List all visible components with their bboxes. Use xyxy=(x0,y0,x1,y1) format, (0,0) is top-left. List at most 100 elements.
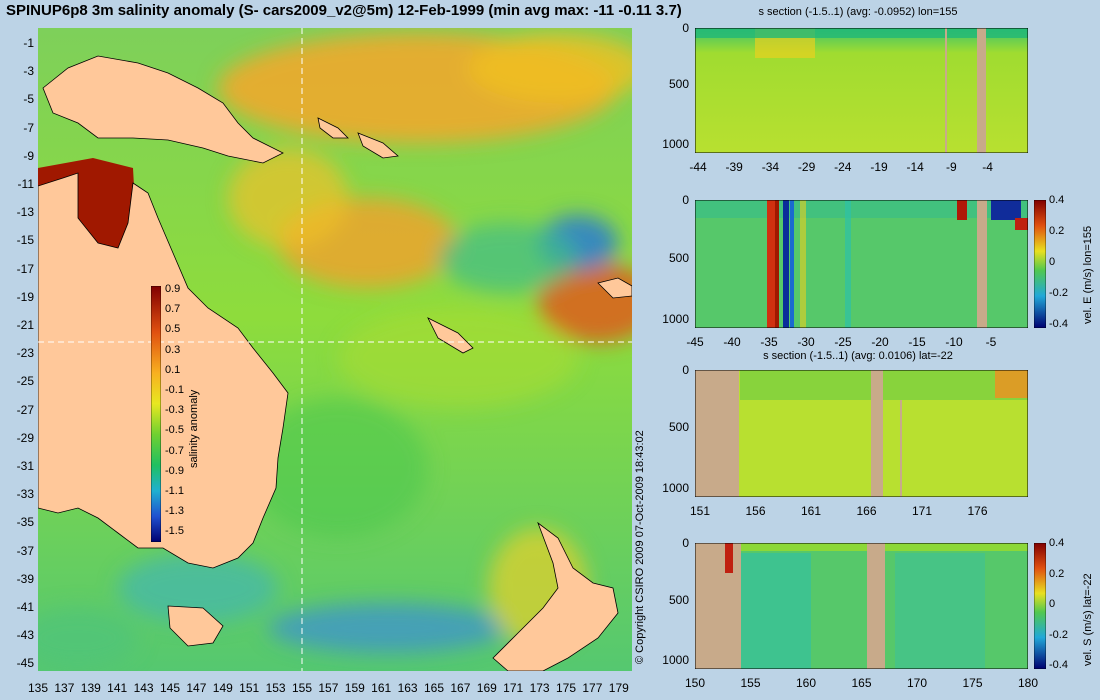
lat-tick-label: -15 xyxy=(16,233,34,248)
salinity-colorbar-tick: -0.3 xyxy=(165,404,184,417)
section-2-x-tick: -20 xyxy=(871,335,889,349)
section-2-x-tick: -45 xyxy=(686,335,704,349)
lon-tick-label: 151 xyxy=(239,681,260,695)
new-zealand xyxy=(492,521,619,671)
lat-tick-label: -43 xyxy=(16,628,34,643)
vel-s-colorbar xyxy=(1034,543,1046,669)
section-3-title: s section (-1.5..1) (avg: 0.0106) lat=-2… xyxy=(763,350,953,362)
section-1-y-tick: 500 xyxy=(668,77,689,92)
salinity-colorbar-label: salinity anomaly xyxy=(188,389,200,468)
section-2-y-tick: 500 xyxy=(668,250,689,265)
salinity-colorbar-tick: -0.9 xyxy=(165,464,184,477)
lon-tick-label: 157 xyxy=(318,681,339,695)
lon-tick-label: 153 xyxy=(265,681,286,695)
lon-tick-label: 149 xyxy=(212,681,233,695)
section-4-plot xyxy=(695,543,1028,669)
section-2-colorbar-tick: -0.2 xyxy=(1049,287,1068,299)
section-1-x-tick: -29 xyxy=(797,160,816,174)
section-2-colorbar-tick: -0.4 xyxy=(1049,318,1068,330)
anomaly-patches xyxy=(38,33,632,668)
salinity-colorbar-tick: 0.9 xyxy=(165,283,181,295)
lat-tick-label: -41 xyxy=(16,600,34,614)
section-2-x-tick: -35 xyxy=(760,335,778,349)
lat-tick-label: -11 xyxy=(17,177,34,191)
section-4-y-tick: 500 xyxy=(668,592,689,607)
section-2-x-tick: -15 xyxy=(908,335,926,349)
section-2-y-tick: 0 xyxy=(682,193,689,207)
lon-tick-label: 141 xyxy=(107,681,128,695)
salinity-colorbar-tick: 0.1 xyxy=(165,363,181,376)
section-1-x-tick: -19 xyxy=(870,160,888,174)
section-4-y-tick: 1000 xyxy=(662,653,689,668)
section-4-colorbar-tick: 0 xyxy=(1049,598,1056,610)
lat-tick-label: -1 xyxy=(23,36,34,50)
section-3-x-tick: 161 xyxy=(800,504,822,518)
section-3-y-tick: 0 xyxy=(682,363,689,377)
lon-tick-label: 155 xyxy=(291,681,313,695)
section-1-x-tick: -14 xyxy=(906,160,924,174)
salinity-colorbar-tick: -0.5 xyxy=(165,424,184,437)
lat-tick-label: -27 xyxy=(16,402,34,417)
section-2-plot xyxy=(695,200,1028,328)
section-1-plot xyxy=(695,28,1028,153)
lon-tick-label: 145 xyxy=(159,681,181,695)
section-4-x-tick: 150 xyxy=(684,676,706,690)
section-1-x-tick: -44 xyxy=(689,160,707,174)
salinity-colorbar-tick: 0.7 xyxy=(165,303,181,316)
lat-tick-label: -13 xyxy=(16,205,34,220)
lon-tick-label: 169 xyxy=(476,681,497,695)
salinity-map xyxy=(38,28,632,671)
lon-tick-label: 143 xyxy=(133,681,154,695)
land xyxy=(38,55,632,671)
section-4-colorbar-tick: 0.2 xyxy=(1049,567,1065,580)
lon-tick-label: 171 xyxy=(503,681,524,695)
chart-title: SPINUP6p8 3m salinity anomaly (S- cars20… xyxy=(6,2,682,19)
section-2-x-tick: -30 xyxy=(797,335,815,349)
lon-tick-label: 165 xyxy=(423,681,445,695)
salinity-colorbar-tick: -1.1 xyxy=(165,485,184,497)
section-4-x-tick: 175 xyxy=(962,676,983,690)
salinity-colorbar-tick: -0.1 xyxy=(165,384,184,396)
lat-tick-label: -37 xyxy=(16,543,34,558)
lat-tick-label: -33 xyxy=(16,487,34,502)
section-3-x-tick: 156 xyxy=(745,504,766,518)
section-4-y-tick: 0 xyxy=(682,536,689,550)
lat-tick-label: -7 xyxy=(23,120,34,135)
lon-tick-label: 139 xyxy=(80,681,101,695)
lon-tick-label: 179 xyxy=(608,681,629,695)
section-1-x-tick: -39 xyxy=(725,160,743,174)
section-2-x-tick: -10 xyxy=(945,335,963,349)
section-2-x-tick: -40 xyxy=(723,335,741,349)
lon-tick-label: 163 xyxy=(397,681,418,695)
lat-tick-label: -19 xyxy=(16,289,34,304)
lon-tick-label: 173 xyxy=(529,681,550,695)
section-4-colorbar-tick: 0.4 xyxy=(1049,537,1065,549)
section-1-x-tick: -34 xyxy=(761,160,780,174)
section-4-colorbar-tick: -0.4 xyxy=(1049,659,1068,671)
lat-tick-label: -23 xyxy=(16,346,34,361)
salinity-colorbar-tick: 0.3 xyxy=(165,343,181,356)
section-4-x-tick: 180 xyxy=(1017,676,1039,690)
section-4-colorbar-tick: -0.2 xyxy=(1049,628,1068,641)
lat-tick-label: -21 xyxy=(16,318,34,332)
lat-tick-label: -31 xyxy=(16,459,34,473)
lat-tick-label: -3 xyxy=(23,64,34,79)
lat-tick-label: -45 xyxy=(16,656,34,671)
lat-tick-label: -35 xyxy=(16,515,34,530)
lon-tick-label: 167 xyxy=(450,681,471,695)
australia xyxy=(38,172,289,569)
new-caledonia xyxy=(427,317,474,354)
section-2-colorbar-tick: 0.2 xyxy=(1049,225,1065,237)
lat-tick-label: -25 xyxy=(16,374,34,389)
section-1-title: s section (-1.5..1) (avg: -0.0952) lon=1… xyxy=(758,6,958,18)
section-1-y-tick: 0 xyxy=(682,21,689,35)
vel-e-label: vel. E (m/s) lon=155 xyxy=(1082,225,1094,324)
lon-tick-label: 161 xyxy=(371,681,392,695)
section-4-x-tick: 165 xyxy=(851,676,872,690)
tasmania xyxy=(167,605,224,647)
section-1-x-tick: -24 xyxy=(834,160,852,174)
section-4-x-tick: 170 xyxy=(906,676,928,690)
section-3-x-tick: 166 xyxy=(856,504,877,518)
section-4-x-tick: 160 xyxy=(795,676,817,690)
lat-tick-label: -39 xyxy=(16,571,34,586)
